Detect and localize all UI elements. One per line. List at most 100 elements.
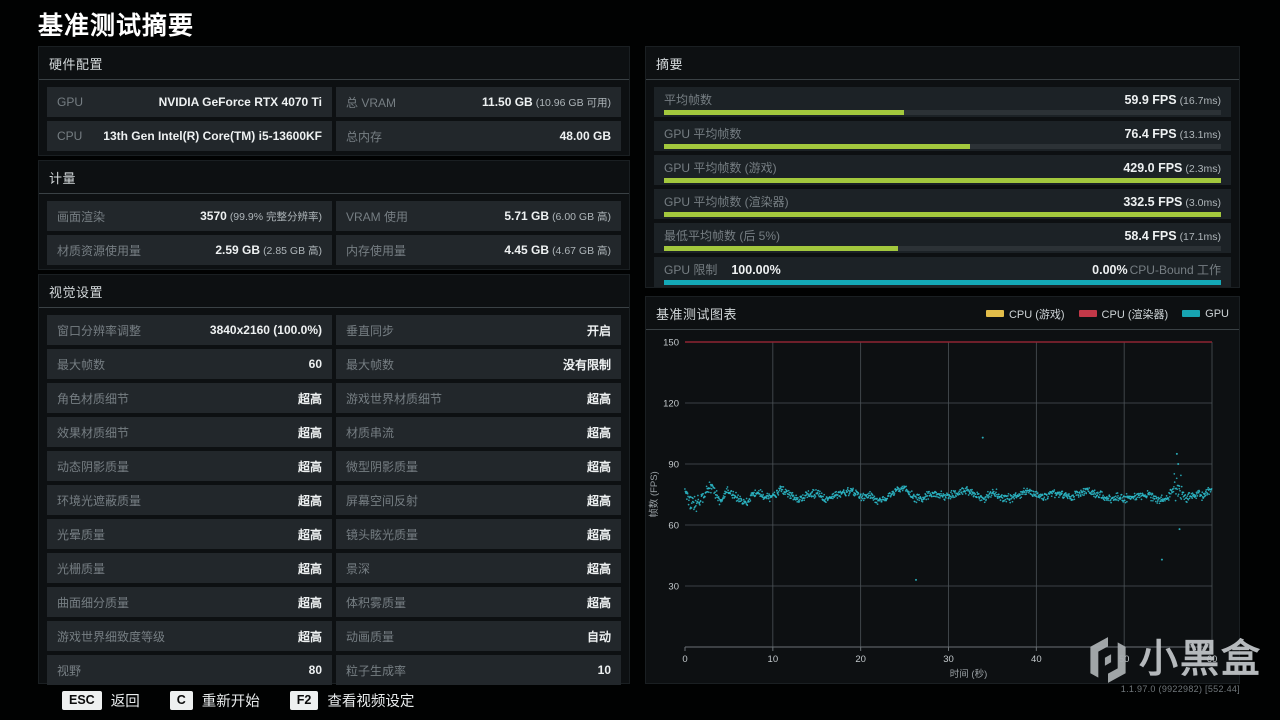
setting-row: 材质串流 超高 <box>336 417 621 447</box>
setting-row: 动画质量 自动 <box>336 621 621 651</box>
keycap-c[interactable]: C <box>169 691 193 710</box>
fps-bar-fill <box>664 178 1221 183</box>
setting-label: 最大帧数 <box>57 357 106 372</box>
fps-bar-track <box>664 144 1221 149</box>
setting-row: CPU 13th Gen Intel(R) Core(TM) i5-13600KF <box>47 121 332 151</box>
fps-bar-track <box>664 246 1221 251</box>
setting-row: VRAM 使用 5.71 GB (6.00 GB 高) <box>336 201 621 231</box>
hint-esc[interactable]: ESC 返回 <box>62 690 140 711</box>
panel-chart-header: 基准测试图表 CPU (游戏) CPU (渲染器) GPU <box>646 297 1239 330</box>
setting-row: 最大帧数 没有限制 <box>336 349 621 379</box>
setting-row: 材质资源使用量 2.59 GB (2.85 GB 高) <box>47 235 332 265</box>
summary-row-label: GPU 平均帧数 <box>664 127 742 141</box>
setting-value-note: (4.67 GB 高) <box>552 244 611 257</box>
summary-row: 最低平均帧数 (后 5%) 58.4 FPS (17.1ms) <box>654 223 1231 253</box>
setting-row: 最大帧数 60 <box>47 349 332 379</box>
summary-row-value: 59.9 FPS (16.7ms) <box>1124 93 1221 107</box>
setting-row: 窗口分辨率调整 3840x2160 (100.0%) <box>47 315 332 345</box>
legend-item: CPU (渲染器) <box>1078 306 1168 322</box>
setting-label: 景深 <box>346 561 371 576</box>
setting-row: 效果材质细节 超高 <box>47 417 332 447</box>
panel-summary-title: 摘要 <box>656 57 684 72</box>
summary-row-ms: (13.1ms) <box>1179 129 1221 141</box>
setting-value: 开启 <box>586 323 611 338</box>
legend-swatch-icon <box>985 310 1004 317</box>
setting-value: 超高 <box>297 629 322 644</box>
chart-legend: CPU (游戏) CPU (渲染器) GPU <box>985 306 1229 322</box>
fps-bar-fill <box>664 144 971 149</box>
hint-label: 查看视频设定 <box>327 694 415 710</box>
setting-row: 游戏世界材质细节 超高 <box>336 383 621 413</box>
setting-value: 13th Gen Intel(R) Core(TM) i5-13600KF <box>103 129 322 143</box>
fps-bar-fill <box>664 212 1221 217</box>
setting-value: 60 <box>308 357 322 371</box>
setting-value: 80 <box>308 663 322 677</box>
setting-label: 总内存 <box>346 129 383 144</box>
setting-label: 角色材质细节 <box>57 391 130 406</box>
legend-label: GPU <box>1205 307 1229 320</box>
setting-row: 垂直同步 开启 <box>336 315 621 345</box>
summary-row-value: 332.5 FPS (3.0ms) <box>1123 195 1221 209</box>
benchmark-chart-svg: 30 60 90 120 150 0 10 20 30 40 50 60 时间 (秒) 帧数 (FPS) <box>648 338 1217 681</box>
setting-value: 10 <box>597 663 611 677</box>
keycap-f2[interactable]: F2 <box>289 691 319 710</box>
fps-bar-track <box>664 110 1221 115</box>
svg-text:20: 20 <box>855 654 866 665</box>
panel-hardware-title: 硬件配置 <box>49 57 104 72</box>
fps-bar-track <box>664 178 1221 183</box>
setting-value: 超高 <box>297 459 322 474</box>
summary-rows: 平均帧数 59.9 FPS (16.7ms) GPU 平均帧数 76.4 FPS (13.… <box>654 87 1231 287</box>
svg-text:0: 0 <box>682 654 687 665</box>
panel-metrics-title: 计量 <box>49 171 77 186</box>
panel-benchmark-chart: 基准测试图表 CPU (游戏) CPU (渲染器) GPU 30 60 90 120 150… <box>645 296 1240 684</box>
cpu-bound-label: CPU-Bound 工作 <box>1129 263 1221 277</box>
hint-c[interactable]: C 重新开始 <box>169 690 260 711</box>
setting-label: 游戏世界材质细节 <box>346 391 443 406</box>
setting-value: 超高 <box>297 425 322 440</box>
summary-row-value: 58.4 FPS (17.1ms) <box>1124 229 1221 243</box>
summary-row-label: 平均帧数 <box>664 93 713 107</box>
panel-summary-header: 摘要 <box>646 47 1239 80</box>
setting-label: 窗口分辨率调整 <box>57 323 142 338</box>
setting-value: 超高 <box>586 391 611 406</box>
summary-row-ms: (3.0ms) <box>1185 197 1221 209</box>
setting-label: 总 VRAM <box>346 95 397 110</box>
setting-label: 效果材质细节 <box>57 425 130 440</box>
setting-label: 光晕质量 <box>57 527 106 542</box>
svg-text:时间 (秒): 时间 (秒) <box>950 668 987 680</box>
setting-value: 超高 <box>586 493 611 508</box>
setting-value: 超高 <box>297 391 322 406</box>
gpu-limit-bar-fill <box>664 280 1221 285</box>
keycap-esc[interactable]: ESC <box>62 691 102 710</box>
svg-text:120: 120 <box>663 399 679 410</box>
panel-visual-settings: 视觉设置 窗口分辨率调整 3840x2160 (100.0%) 垂直同步 开启 最大帧数… <box>38 274 630 685</box>
svg-text:30: 30 <box>668 582 679 593</box>
setting-label: 动画质量 <box>346 629 395 644</box>
hardware-rows: GPU NVIDIA GeForce RTX 4070 Ti 总 VRAM 11.50… <box>47 87 621 151</box>
panel-metrics-header: 计量 <box>39 161 629 194</box>
setting-label: 环境光遮蔽质量 <box>57 493 142 508</box>
summary-row-label: GPU 平均帧数 (渲染器) <box>664 195 789 209</box>
setting-row: 光栅质量 超高 <box>47 553 332 583</box>
gpu-limit-label: GPU 限制 <box>664 263 718 277</box>
setting-value: 3840x2160 (100.0%) <box>209 323 322 337</box>
setting-row: 环境光遮蔽质量 超高 <box>47 485 332 515</box>
setting-row: 总 VRAM 11.50 GB (10.96 GB 可用) <box>336 87 621 117</box>
setting-value: 11.50 GB (10.96 GB 可用) <box>482 94 611 109</box>
hint-f2[interactable]: F2 查看视频设定 <box>289 690 415 711</box>
setting-row: GPU NVIDIA GeForce RTX 4070 Ti <box>47 87 332 117</box>
summary-row-label: 最低平均帧数 (后 5%) <box>664 229 781 243</box>
panel-visual-settings-header: 视觉设置 <box>39 275 629 308</box>
setting-label: 内存使用量 <box>346 243 407 258</box>
svg-text:150: 150 <box>663 338 679 349</box>
setting-row: 总内存 48.00 GB <box>336 121 621 151</box>
setting-value: 超高 <box>586 595 611 610</box>
setting-value: 5.71 GB (6.00 GB 高) <box>504 208 611 223</box>
svg-text:90: 90 <box>668 460 679 471</box>
panel-metrics: 计量 画面渲染 3570 (99.9% 完整分辨率) VRAM 使用 5.71 GB (6… <box>38 160 630 270</box>
setting-label: 体积雾质量 <box>346 595 407 610</box>
setting-row: 游戏世界细致度等级 超高 <box>47 621 332 651</box>
legend-label: CPU (游戏) <box>1008 308 1065 321</box>
panel-hardware: 硬件配置 GPU NVIDIA GeForce RTX 4070 Ti 总 VRAM… <box>38 46 630 156</box>
